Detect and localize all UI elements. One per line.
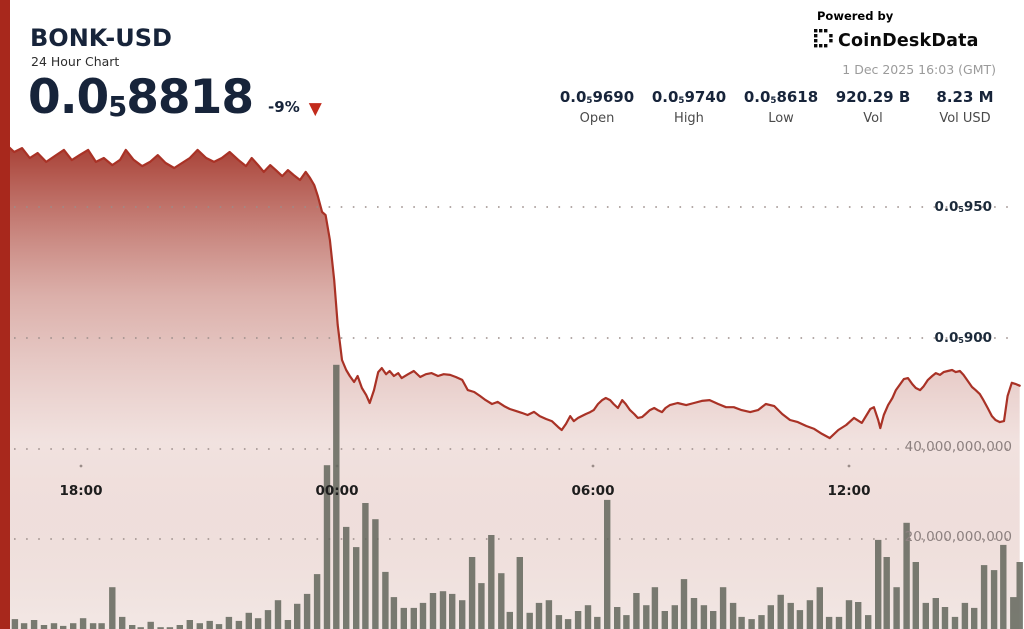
page-title: BONK-USD — [30, 24, 172, 52]
time-axis-tick-1800: 18:00 — [59, 483, 103, 499]
stat-vol: 920.29 B Vol — [827, 88, 919, 126]
stat-low-sub: 5 — [770, 96, 777, 107]
stat-low: 0.058618 Low — [735, 88, 827, 126]
price-prefix: 0.0 — [28, 70, 109, 125]
price-subscript: 5 — [108, 92, 127, 124]
brand-name-data: Data — [931, 30, 979, 51]
current-price-row: 0.058818 -9% ▼ — [28, 74, 322, 121]
down-arrow-icon: ▼ — [308, 99, 322, 119]
price-area-fill — [0, 146, 1020, 629]
volume-axis-tick-40b: 40,000,000,000 — [904, 439, 1012, 455]
accent-strip — [0, 0, 10, 629]
stat-open-label: Open — [579, 111, 615, 126]
stat-open: 0.059690 Open — [551, 88, 643, 126]
time-axis-tick-1200: 12:00 — [827, 483, 871, 499]
stat-vol-value: 920.29 B — [835, 88, 911, 106]
volume-bars — [1, 364, 1023, 629]
stat-high-prefix: 0.0 — [651, 88, 679, 106]
stat-open-value: 9690 — [592, 88, 635, 106]
stat-high-label: High — [674, 111, 704, 126]
stat-vol-label: Vol — [863, 111, 883, 126]
stat-low-label: Low — [768, 111, 794, 126]
coindesk-brand: CoinDeskData — [814, 29, 979, 52]
price-axis-tick-950: 0.05950 — [934, 199, 992, 215]
brand-name-coindesk: CoinDesk — [838, 30, 932, 51]
chart-timestamp: 1 Dec 2025 16:03 (GMT) — [842, 62, 996, 77]
stats-row: 0.059690 Open 0.059740 High 0.058618 Low… — [551, 88, 1011, 126]
stat-high-value: 9740 — [684, 88, 727, 106]
stat-vol-usd-label: Vol USD — [939, 111, 991, 126]
time-axis-tick-0600: 06:00 — [571, 483, 615, 499]
price-line — [0, 144, 1021, 440]
stat-high-sub: 5 — [678, 96, 685, 107]
change-percent: -9% — [268, 98, 300, 116]
price-digits: 8818 — [126, 70, 254, 125]
coindesk-logo-icon — [814, 29, 833, 52]
powered-by-label: Powered by — [817, 9, 894, 23]
time-axis-tick-0000: 00:00 — [315, 483, 359, 499]
stat-vol-usd: 8.23 M Vol USD — [919, 88, 1011, 126]
stat-low-value: 8618 — [776, 88, 819, 106]
brand-name: CoinDeskData — [838, 31, 979, 51]
stat-open-prefix: 0.0 — [559, 88, 587, 106]
volume-axis-tick-20b: 20,000,000,000 — [904, 529, 1012, 545]
price-axis-tick-900: 0.05900 — [934, 330, 992, 346]
stat-vol-usd-value: 8.23 M — [936, 88, 994, 106]
stat-open-sub: 5 — [586, 96, 593, 107]
stat-high: 0.059740 High — [643, 88, 735, 126]
chart-subtitle: 24 Hour Chart — [31, 54, 120, 69]
stat-low-prefix: 0.0 — [743, 88, 771, 106]
current-price: 0.058818 — [28, 74, 254, 124]
